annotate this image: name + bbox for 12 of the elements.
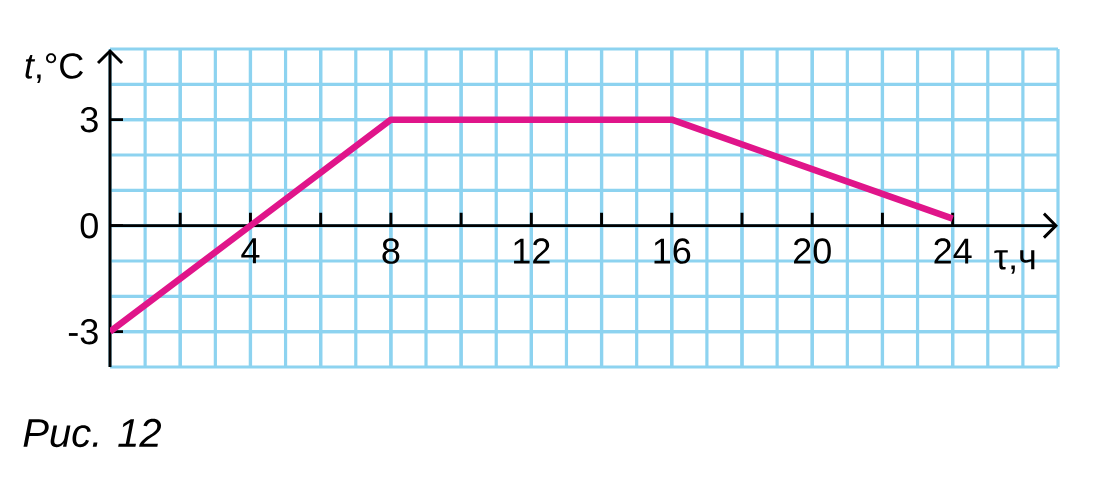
x-tick-label: 20: [794, 238, 831, 264]
x-tick-label: 12: [514, 238, 550, 264]
y-tick-label: -3: [68, 318, 98, 345]
x-axis-title: τ,ч: [994, 250, 1035, 274]
y-axis-title: t,°C: [25, 53, 83, 83]
x-tick-label: 8: [382, 238, 400, 264]
text: Рис. 12: [23, 418, 162, 448]
x-tick-label: 4: [241, 238, 260, 264]
x-tick-label: 16: [654, 238, 691, 264]
y-tick-label: 3: [80, 106, 98, 133]
y-tick-label: 0: [80, 212, 98, 239]
x-tick-label: 24: [934, 238, 972, 264]
